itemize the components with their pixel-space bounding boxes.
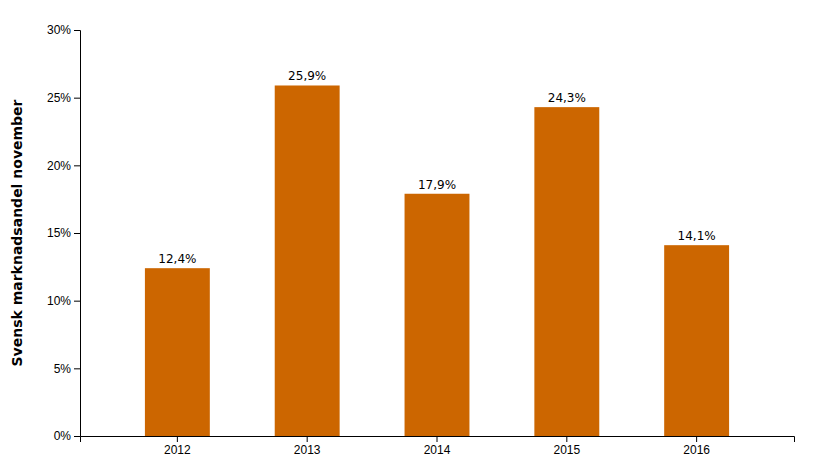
x-tick-mark [566,436,567,442]
data-label: 25,9% [288,69,326,83]
y-tick-label: 10% [47,294,71,308]
x-tick-label: 2016 [683,443,710,457]
x-tick: 2016 [683,436,710,457]
x-axis-line [81,437,795,443]
bar [664,245,729,436]
y-tick-mark [74,368,80,369]
bar [275,85,340,436]
y-tick-label: 0% [54,429,72,443]
y-tick: 20% [47,159,80,173]
y-tick-mark [74,301,80,302]
bars [145,85,729,436]
bar [534,107,599,436]
x-tick: 2013 [294,436,321,457]
y-tick: 0% [54,429,80,443]
y-tick-label: 30% [47,23,71,37]
x-tick-label: 2014 [424,443,451,457]
x-tick-mark [696,436,697,442]
x-tick-mark [307,436,308,442]
x-tick: 2015 [553,436,580,457]
chart: 0% 5% 10% 15% 20% 25% 30% 2012 2013 2014 2015 2016 1… [0,0,814,476]
y-tick-label: 25% [47,91,71,105]
x-tick-mark [437,436,438,442]
bar [405,194,470,436]
y-axis: 0% 5% 10% 15% 20% 25% 30% [47,23,81,443]
y-tick-label: 15% [47,226,71,240]
y-tick-mark [74,30,80,31]
data-label: 24,3% [548,91,586,105]
y-tick: 30% [47,23,80,37]
y-tick: 15% [47,226,80,240]
y-tick-mark [74,233,80,234]
y-tick-mark [74,436,80,437]
y-axis-title: Svensk marknadsandel november [9,99,25,366]
x-tick: 2014 [424,436,451,457]
data-label: 14,1% [678,229,716,243]
x-axis: 2012 2013 2014 2015 2016 [81,436,795,457]
data-label: 12,4% [158,252,196,266]
x-tick-label: 2015 [553,443,580,457]
x-tick-mark [177,436,178,442]
x-tick-label: 2012 [164,443,191,457]
y-tick-mark [74,165,80,166]
y-tick: 25% [47,91,80,105]
y-tick: 5% [54,362,80,376]
y-axis-line [74,31,81,437]
y-tick: 10% [47,294,80,308]
y-tick-mark [74,98,80,99]
y-tick-label: 20% [47,159,71,173]
data-label: 17,9% [418,178,456,192]
bar [145,268,210,436]
x-tick-label: 2013 [294,443,321,457]
x-tick: 2012 [164,436,191,457]
data-labels: 12,4% 25,9% 17,9% 24,3% 14,1% [158,69,715,266]
plot: 0% 5% 10% 15% 20% 25% 30% 2012 2013 2014 2015 2016 1… [47,23,795,456]
y-tick-label: 5% [54,362,72,376]
